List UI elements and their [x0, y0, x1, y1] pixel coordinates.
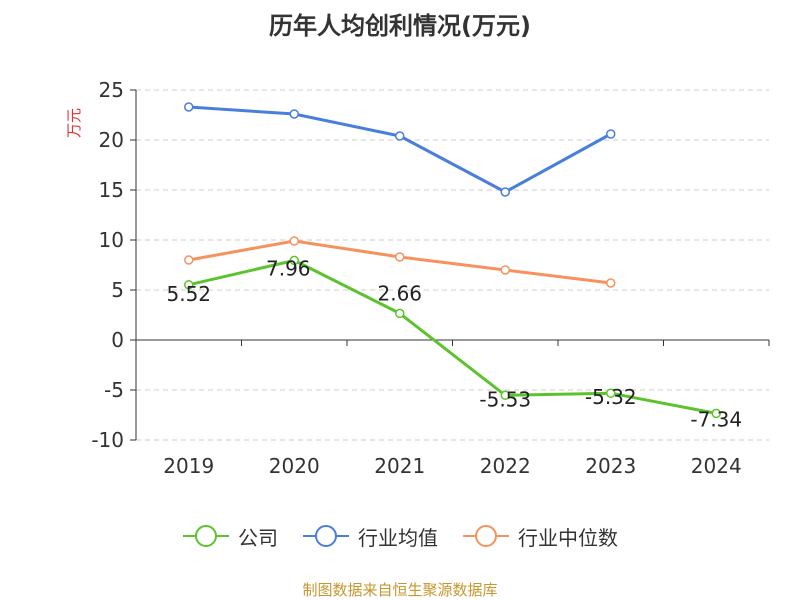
series-1	[184, 102, 616, 197]
data-label: 2.66	[377, 281, 422, 305]
legend-label: 行业中位数	[518, 525, 618, 550]
data-label: -7.34	[690, 407, 742, 431]
data-point	[395, 308, 405, 319]
data-point	[289, 236, 299, 246]
legend-item-2[interactable]: 行业中位数	[462, 522, 618, 551]
y-axis-label: 万元	[65, 108, 83, 138]
legend-label: 公司	[238, 525, 278, 550]
series-lines	[184, 102, 721, 419]
axes: 25 20 15 10 5 0 -5 -10 2019 2020 2021 2022 2023 2024 万…	[65, 78, 770, 478]
y-tick-label: 20	[99, 128, 124, 152]
legend-label: 行业均值	[358, 525, 438, 550]
series-0	[184, 255, 721, 419]
y-tick-label: 0	[111, 328, 124, 352]
data-point	[395, 252, 405, 262]
y-tick-label: 10	[99, 228, 124, 252]
source-note: 制图数据来自恒生聚源数据库	[302, 581, 498, 599]
data-label: 5.52	[166, 282, 211, 306]
data-label: 7.96	[266, 256, 311, 280]
legend-item-0[interactable]: 公司	[182, 522, 278, 551]
y-tick-label: -10	[91, 428, 124, 452]
data-point	[289, 255, 299, 266]
data-point	[289, 109, 299, 119]
legend-line-circle-icon	[182, 524, 230, 548]
series-line	[188, 258, 717, 415]
legend-line-circle-icon	[302, 524, 350, 548]
legend-item-1[interactable]: 行业均值	[302, 522, 438, 551]
data-label: -5.32	[585, 385, 637, 409]
data-point	[500, 265, 510, 275]
x-tick-label: 2022	[480, 454, 531, 478]
data-point	[395, 131, 405, 141]
chart-title: 历年人均创利情况(万元)	[269, 12, 531, 40]
data-point	[184, 280, 194, 290]
x-tick-label: 2023	[585, 454, 636, 478]
legend-line-circle-icon	[462, 524, 510, 548]
x-tick-label: 2020	[269, 454, 320, 478]
series-line	[188, 105, 612, 194]
data-point	[606, 278, 616, 288]
legend: 公司 行业均值 行业中位数	[0, 520, 800, 552]
data-label: -5.53	[479, 387, 531, 411]
y-tick-label: -5	[104, 378, 124, 402]
x-tick-label: 2024	[691, 454, 742, 478]
data-point	[606, 129, 616, 139]
data-point	[606, 388, 616, 398]
y-tick-label: 25	[99, 78, 124, 102]
x-tick-label: 2021	[374, 454, 425, 478]
gridlines	[136, 89, 769, 441]
data-labels: 5.52 7.96 2.66 -5.53 -5.32 -7.34	[166, 256, 742, 431]
series-line	[188, 239, 611, 285]
data-point	[184, 255, 194, 265]
data-point	[184, 102, 194, 112]
data-point	[500, 187, 510, 197]
y-tick-label: 5	[111, 278, 124, 302]
series-2	[184, 236, 616, 288]
x-tick-label: 2019	[163, 454, 214, 478]
data-point	[500, 390, 510, 401]
data-point	[711, 408, 721, 419]
y-tick-label: 15	[99, 178, 124, 202]
